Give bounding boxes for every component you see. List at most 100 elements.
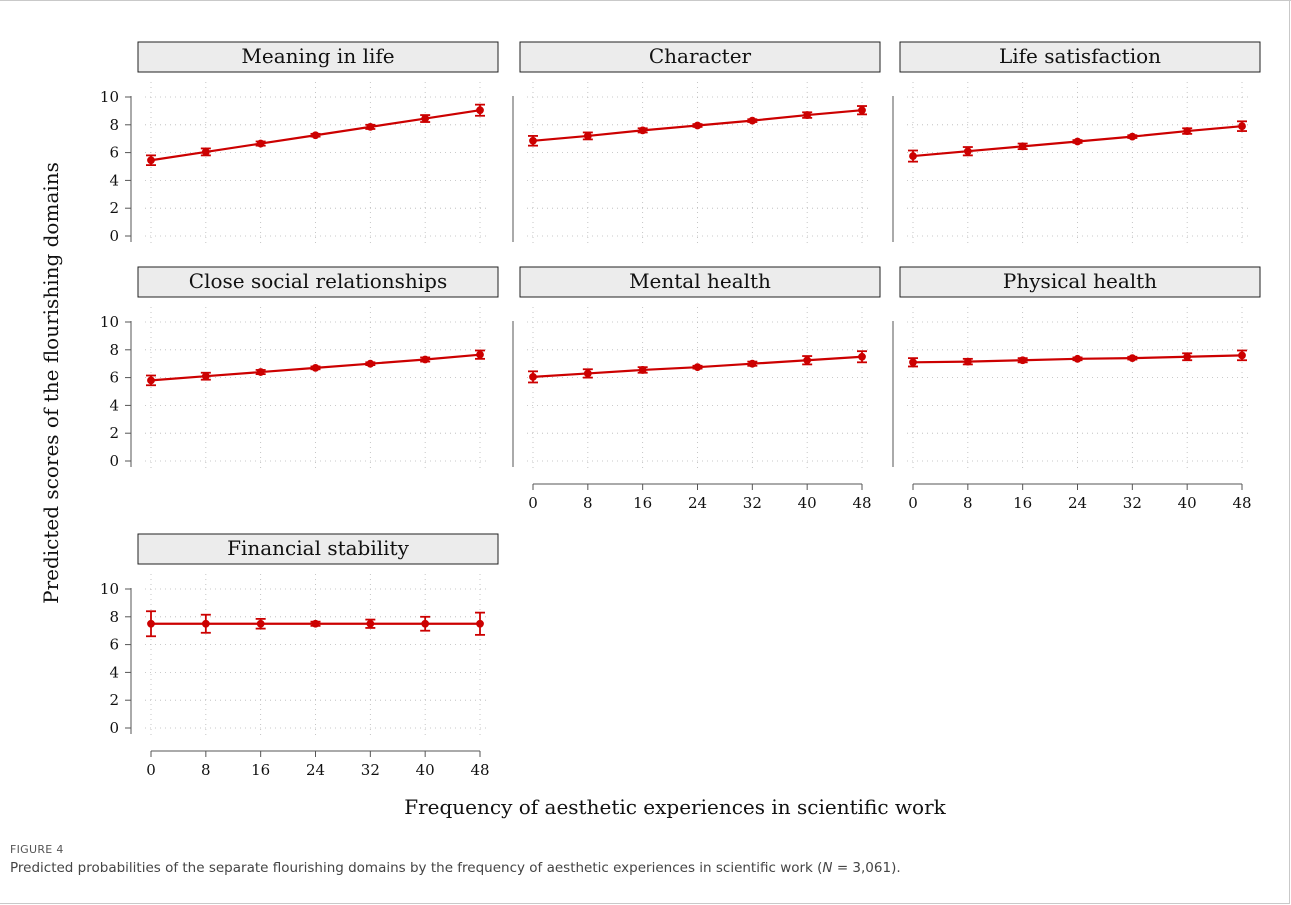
data-point — [147, 156, 155, 165]
data-point — [638, 366, 647, 374]
y-tick-label: 6 — [109, 144, 119, 162]
caption-text-start: Predicted probabilities of the separate … — [10, 860, 823, 876]
panel-mental-health: Mental health 0 8 16 24 32 40 48 — [512, 266, 881, 512]
data-point — [476, 106, 484, 115]
data-point — [1238, 122, 1246, 131]
data-point — [256, 368, 265, 376]
data-point — [366, 122, 375, 131]
y-tick-label: 2 — [109, 424, 119, 442]
data-point — [147, 376, 155, 385]
x-tick-label: 0 — [908, 494, 918, 512]
data-point — [529, 136, 537, 145]
y-tick-label: 10 — [100, 580, 119, 598]
panel-physical-health: Physical health 0 8 16 24 32 40 48 — [892, 266, 1261, 512]
panel-meaning-in-life: Meaning in life 0 2 4 6 8 10 — [100, 41, 499, 245]
x-tick-label: 16 — [251, 761, 270, 779]
data-point — [1183, 352, 1192, 361]
panel-title: Meaning in life — [241, 44, 394, 68]
x-tick-label: 40 — [416, 761, 435, 779]
panel-title: Physical health — [1003, 269, 1157, 293]
caption-text-end: = 3,061). — [832, 860, 901, 876]
panel-life-satisfaction: Life satisfaction — [892, 41, 1261, 244]
data-point — [366, 619, 375, 628]
data-point — [693, 363, 702, 372]
x-tick-label: 24 — [1068, 494, 1087, 512]
data-point — [583, 369, 592, 378]
x-tick-label: 32 — [1123, 494, 1142, 512]
panel-character: Character — [512, 41, 881, 244]
panel-title: Financial stability — [227, 536, 409, 560]
data-point — [311, 363, 320, 372]
y-tick-label: 6 — [109, 369, 119, 387]
y-tick-label: 0 — [109, 719, 119, 737]
x-tick-label: 40 — [1178, 494, 1197, 512]
data-point — [421, 355, 430, 364]
x-tick-label: 32 — [361, 761, 380, 779]
panel-strip — [137, 533, 499, 565]
data-point — [256, 139, 265, 148]
x-tick-label: 32 — [743, 494, 762, 512]
y-tick-label: 0 — [109, 227, 119, 245]
data-point — [1238, 351, 1246, 360]
data-point — [748, 116, 757, 125]
panel-strip — [137, 41, 499, 73]
y-tick-label: 6 — [109, 636, 119, 654]
x-tick-label: 48 — [470, 761, 489, 779]
data-point — [858, 352, 866, 361]
panel-strip — [899, 266, 1261, 298]
panel-strip — [137, 266, 499, 298]
frame-top-border — [0, 0, 1291, 1]
data-point — [803, 356, 812, 365]
data-point — [858, 106, 866, 115]
x-tick-label: 24 — [688, 494, 707, 512]
data-point — [748, 359, 757, 368]
data-point — [1073, 354, 1082, 363]
y-tick-label: 10 — [100, 88, 119, 106]
x-tick-label: 8 — [201, 761, 211, 779]
data-point — [803, 111, 812, 119]
data-point — [201, 148, 210, 156]
data-point — [909, 358, 917, 367]
panel-title: Mental health — [629, 269, 771, 293]
x-tick-label: 48 — [1232, 494, 1251, 512]
data-point — [1128, 354, 1137, 363]
caption-n-symbol: N — [822, 860, 833, 876]
y-tick-label: 4 — [109, 171, 119, 189]
x-tick-label: 8 — [583, 494, 593, 512]
panel-close-social-relationships: Close social relationships 0 2 4 6 8 10 — [100, 266, 499, 470]
data-point — [311, 131, 320, 140]
data-point — [1073, 137, 1082, 146]
x-tick-label: 40 — [798, 494, 817, 512]
y-tick-label: 8 — [109, 341, 119, 359]
y-tick-label: 0 — [109, 452, 119, 470]
y-tick-label: 10 — [100, 313, 119, 331]
data-point — [1018, 142, 1027, 151]
data-point — [1128, 132, 1137, 141]
y-tick-label: 8 — [109, 608, 119, 626]
x-tick-label: 16 — [1013, 494, 1032, 512]
panel-title: Life satisfaction — [999, 44, 1161, 68]
data-point — [311, 619, 320, 628]
y-tick-label: 8 — [109, 116, 119, 134]
y-tick-label: 4 — [109, 663, 119, 681]
y-tick-label: 2 — [109, 199, 119, 217]
data-point — [909, 152, 917, 160]
data-point — [583, 132, 592, 140]
figure-caption: Predicted probabilities of the separate … — [10, 860, 901, 876]
data-point — [366, 359, 375, 368]
data-point — [693, 121, 702, 130]
data-point — [421, 619, 430, 628]
data-point — [201, 372, 210, 381]
data-point — [1018, 356, 1027, 365]
y-tick-label: 4 — [109, 396, 119, 414]
panel-strip — [899, 41, 1261, 73]
y-tick-label: 2 — [109, 691, 119, 709]
y-axis-title: Predicted scores of the flourishing doma… — [39, 162, 63, 604]
panel-title: Close social relationships — [189, 269, 447, 293]
data-point — [963, 147, 972, 156]
data-point — [1183, 127, 1192, 135]
data-point — [476, 619, 484, 628]
panel-title: Character — [649, 44, 752, 68]
